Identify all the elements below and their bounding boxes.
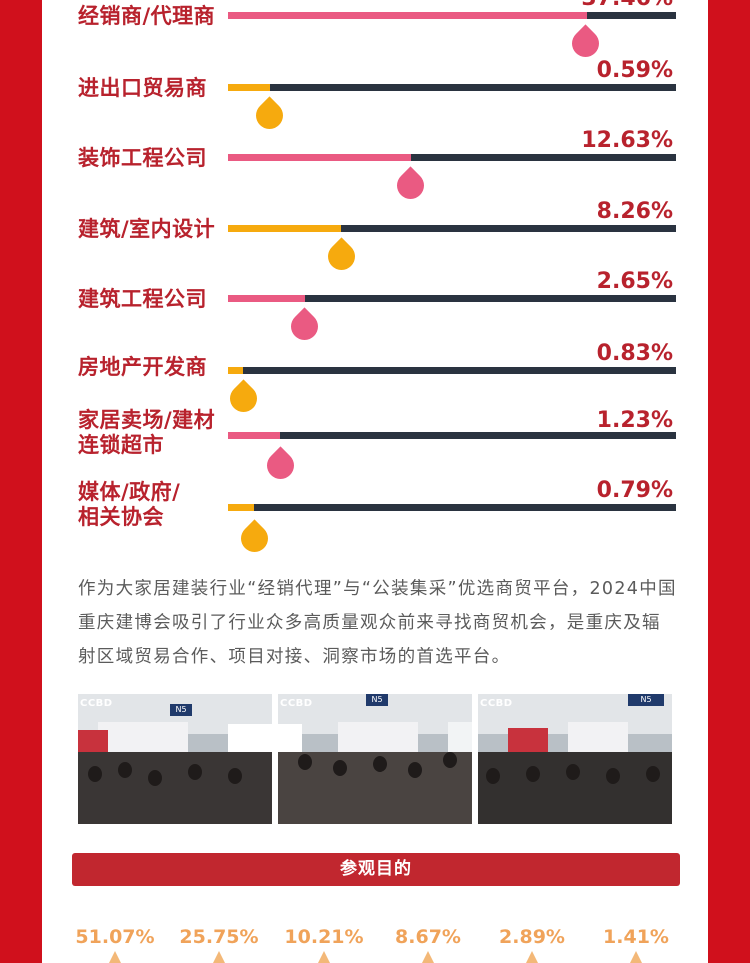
ccbd-logo: CCBD <box>80 698 113 709</box>
audience-bar-fill <box>228 12 587 19</box>
drop-marker-icon <box>235 519 274 558</box>
drop-marker-icon <box>261 446 300 485</box>
audience-label: 装饰工程公司 <box>78 146 207 170</box>
audience-bar-fill <box>228 432 280 439</box>
audience-percent: 0.83% <box>596 341 673 366</box>
audience-row-retail: 家居卖场/建材 连锁超市 1.23% <box>0 408 750 490</box>
exhibition-photo: N5 CCBD <box>478 694 672 824</box>
audience-percent: 8.26% <box>596 199 673 224</box>
drop-marker-icon <box>250 96 289 135</box>
purpose-stat: 1.41% <box>603 926 669 948</box>
drop-marker-icon <box>322 237 361 276</box>
audience-label-line1: 家居卖场/建材 <box>78 408 216 432</box>
audience-label: 建筑/室内设计 <box>78 217 216 241</box>
drop-marker-icon <box>285 307 324 346</box>
audience-bar-fill <box>228 225 341 232</box>
audience-row-design: 建筑/室内设计 8.26% <box>0 199 750 283</box>
audience-percent: 37.46% <box>523 0 673 12</box>
audience-row-media: 媒体/政府/ 相关协会 0.79% <box>0 478 750 562</box>
audience-bar-track <box>228 12 676 19</box>
audience-bar-fill <box>228 84 270 91</box>
audience-label: 建筑工程公司 <box>78 287 207 311</box>
ccbd-logo: CCBD <box>480 698 513 709</box>
audience-percent: 1.23% <box>596 408 673 433</box>
audience-bar-track <box>228 295 676 302</box>
drop-marker-icon <box>224 379 263 418</box>
audience-label: 经销商/代理商 <box>78 4 216 28</box>
audience-label: 房地产开发商 <box>78 355 207 379</box>
audience-bar-track <box>228 84 676 91</box>
ccbd-logo: CCBD <box>280 698 313 709</box>
audience-label-line1: 媒体/政府/ <box>78 480 181 504</box>
hall-sign: N5 <box>628 694 664 706</box>
purpose-stat: 25.75% <box>179 926 259 948</box>
purpose-stat: 51.07% <box>75 926 155 948</box>
section-title-banner: 参观目的 <box>72 853 680 886</box>
photo-strip: N5 CCBD N5 CCBD N5 CCBD <box>78 694 674 824</box>
audience-bar-track <box>228 154 676 161</box>
pointer-triangle-icon <box>318 951 330 963</box>
audience-label: 家居卖场/建材 连锁超市 <box>78 408 228 458</box>
audience-row-construction: 建筑工程公司 2.65% <box>0 269 750 353</box>
audience-bar-fill <box>228 295 305 302</box>
audience-percent: 2.65% <box>596 269 673 294</box>
hall-sign: N5 <box>366 694 388 706</box>
audience-row-dealers: 经销商/代理商 37.46% <box>0 0 750 70</box>
purpose-stat: 2.89% <box>499 926 565 948</box>
exhibition-photo: N5 CCBD <box>78 694 272 824</box>
pointer-triangle-icon <box>422 951 434 963</box>
audience-label-line2: 连锁超市 <box>78 433 164 457</box>
drop-marker-icon <box>391 166 430 205</box>
audience-label-line2: 相关协会 <box>78 505 164 529</box>
exhibition-photo: N5 CCBD <box>278 694 472 824</box>
purpose-stat: 10.21% <box>284 926 364 948</box>
audience-bar-fill <box>228 367 243 374</box>
audience-row-realestate: 房地产开发商 0.83% <box>0 341 750 425</box>
hall-sign: N5 <box>170 704 192 716</box>
audience-label: 进出口贸易商 <box>78 76 207 100</box>
audience-bar-track <box>228 225 676 232</box>
audience-bar-track <box>228 367 676 374</box>
description-paragraph: 作为大家居建装行业“经销代理”与“公装集采”优选商贸平台，2024中国重庆建博会… <box>78 579 677 667</box>
audience-row-traders: 进出口贸易商 0.59% <box>0 58 750 142</box>
audience-row-decoration: 装饰工程公司 12.63% <box>0 128 750 212</box>
audience-bar-fill <box>228 504 254 511</box>
audience-percent: 0.59% <box>596 58 673 83</box>
audience-bar-track <box>228 432 676 439</box>
audience-label: 媒体/政府/ 相关协会 <box>78 480 228 530</box>
pointer-triangle-icon <box>109 951 121 963</box>
purpose-stat: 8.67% <box>395 926 461 948</box>
audience-percent: 0.79% <box>596 478 673 503</box>
audience-bar-fill <box>228 154 411 161</box>
pointer-triangle-icon <box>213 951 225 963</box>
audience-bar-track <box>228 504 676 511</box>
drop-marker-icon <box>566 24 605 63</box>
pointer-triangle-icon <box>526 951 538 963</box>
pointer-triangle-icon <box>630 951 642 963</box>
audience-percent: 12.63% <box>581 128 673 153</box>
